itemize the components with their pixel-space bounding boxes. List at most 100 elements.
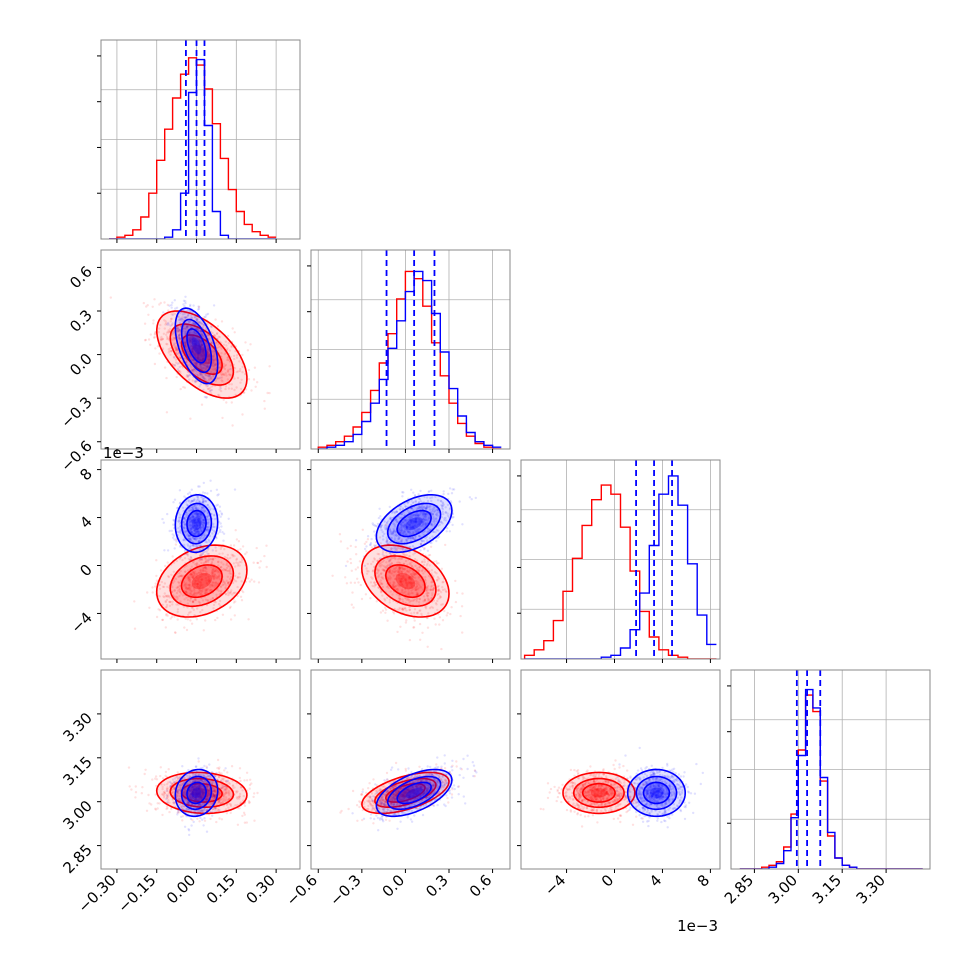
- scatter-point: [177, 580, 180, 584]
- scatter-point: [178, 489, 182, 492]
- scatter-point: [177, 329, 180, 333]
- scatter-point: [197, 760, 200, 763]
- scatter-point: [226, 358, 229, 362]
- scatter-point: [211, 574, 214, 577]
- scatter-point: [193, 586, 196, 589]
- scatter-point: [229, 364, 233, 367]
- scatter-point: [191, 544, 195, 547]
- scatter-point: [178, 584, 181, 587]
- scatter-point: [399, 625, 402, 628]
- scatter-point: [361, 528, 364, 531]
- scatter-point: [212, 603, 216, 607]
- scatter-point: [198, 601, 202, 604]
- scatter-point: [216, 532, 219, 535]
- scatter-point: [197, 352, 200, 355]
- scatter-point: [213, 334, 216, 337]
- scatter-point: [234, 580, 238, 583]
- scatter-point: [201, 506, 204, 509]
- scatter-point: [239, 387, 243, 391]
- scatter-point: [200, 348, 204, 352]
- scatter-point: [226, 564, 230, 568]
- scatter-point: [461, 523, 464, 526]
- scatter-point: [201, 354, 205, 358]
- scatter-point: [171, 585, 174, 589]
- scatter-point: [203, 363, 207, 367]
- scatter-point: [191, 341, 194, 344]
- scatter-point: [191, 370, 194, 373]
- scatter-point: [198, 500, 201, 504]
- scatter-point: [198, 329, 201, 332]
- scatter-point: [176, 506, 179, 510]
- scatter-point: [211, 597, 214, 600]
- scatter-point: [192, 516, 195, 519]
- scatter-point: [199, 523, 202, 527]
- scatter-point: [189, 619, 192, 622]
- scatter-point: [365, 540, 368, 544]
- scatter-point: [203, 363, 206, 366]
- scatter-point: [371, 522, 374, 525]
- scatter-point: [171, 600, 174, 603]
- scatter-point: [190, 349, 194, 353]
- scatter-point: [245, 821, 248, 824]
- scatter-point: [191, 519, 194, 522]
- scatter-point: [222, 373, 225, 376]
- scatter-point: [189, 527, 193, 530]
- scatter-point: [232, 592, 235, 595]
- scatter-point: [147, 793, 150, 797]
- scatter-point: [194, 563, 197, 566]
- scatter-point: [443, 609, 446, 613]
- histogram-blue-param-0: [109, 58, 277, 239]
- scatter-point: [198, 385, 201, 388]
- scatter-point: [259, 560, 262, 563]
- scatter-point: [191, 526, 195, 529]
- scatter-point: [216, 576, 219, 579]
- scatter-point: [189, 599, 192, 602]
- scatter-point: [199, 321, 202, 325]
- scatter-point: [191, 606, 194, 610]
- scatter-point: [191, 339, 194, 343]
- panel-0-0: [97, 39, 301, 243]
- scatter-point: [205, 364, 208, 367]
- scatter-point: [220, 525, 223, 528]
- scatter-point: [189, 338, 192, 341]
- scatter-point: [197, 358, 200, 361]
- scatter-point: [206, 387, 210, 390]
- scatter-point: [195, 512, 198, 515]
- scatter-point: [196, 582, 199, 585]
- scatter-point: [174, 347, 178, 350]
- scatter-point: [208, 390, 212, 393]
- scatter-point: [193, 524, 197, 527]
- scatter-point: [458, 500, 461, 503]
- scatter-point: [196, 340, 199, 344]
- scatter-point: [195, 524, 199, 528]
- scatter-point: [197, 321, 201, 324]
- scatter-point: [190, 345, 193, 348]
- scatter-point: [191, 576, 195, 580]
- scatter-point: [187, 583, 191, 587]
- scatter-point: [164, 320, 167, 323]
- scatter-point: [441, 619, 445, 622]
- scatter-point: [186, 308, 190, 312]
- scatter-point: [191, 337, 194, 340]
- scatter-point: [192, 353, 196, 357]
- scatter-point: [194, 537, 197, 541]
- scatter-point: [171, 533, 174, 536]
- scatter-point: [188, 491, 191, 494]
- scatter-point: [201, 351, 205, 354]
- scatter-point: [199, 354, 202, 357]
- scatter-point: [233, 357, 236, 361]
- scatter-point: [199, 527, 202, 530]
- scatter-point: [223, 373, 226, 376]
- scatter-point: [197, 530, 200, 533]
- scatter-point: [184, 617, 187, 620]
- scatter-point: [165, 605, 169, 608]
- scatter-point: [198, 349, 201, 353]
- scatter-point: [211, 584, 215, 587]
- scatter-point: [205, 572, 208, 575]
- scatter-point: [158, 595, 161, 598]
- scatter-point: [225, 556, 229, 559]
- scatter-point: [188, 587, 191, 590]
- scatter-point: [203, 316, 206, 319]
- scatter-point: [199, 610, 202, 614]
- scatter-point: [227, 557, 230, 560]
